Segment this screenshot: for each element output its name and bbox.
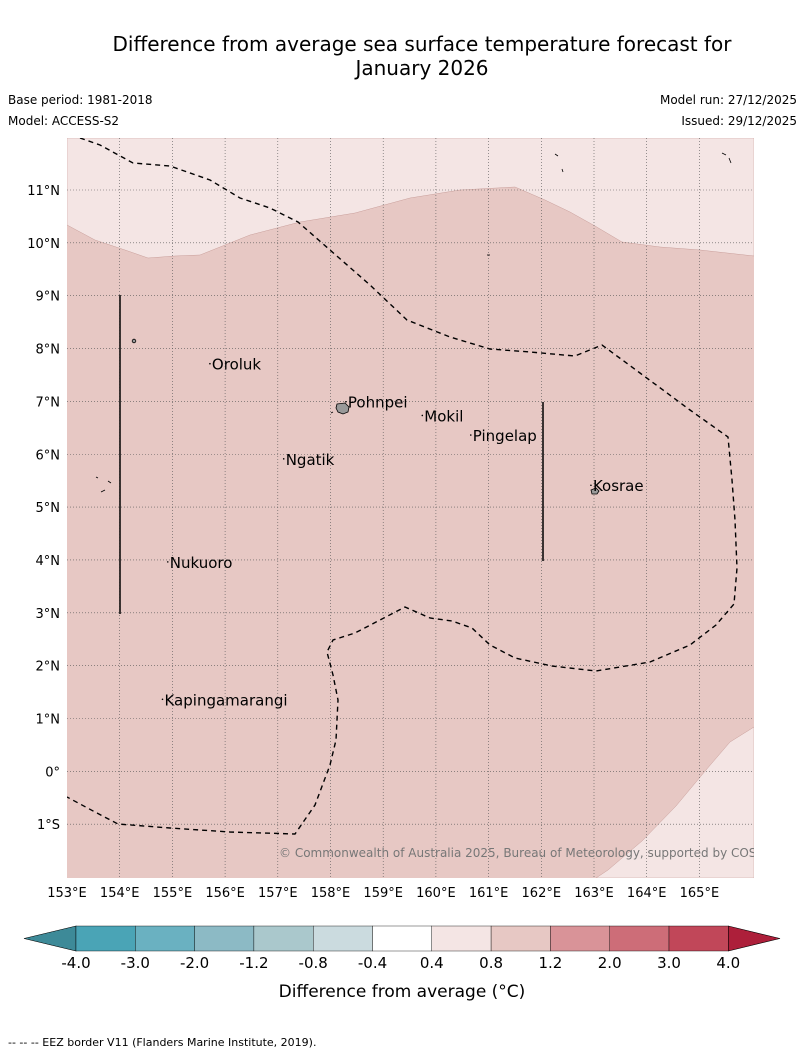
longitude-tick-label: 153°E bbox=[47, 886, 87, 901]
title-line-1: Difference from average sea surface temp… bbox=[112, 32, 732, 56]
islet bbox=[721, 152, 732, 164]
colorbar-segment bbox=[194, 925, 255, 952]
colorbar-tick-label: -3.0 bbox=[121, 954, 150, 972]
latitude-labels: 11°N 10°N 9°N 8°N 7°N 6°N 5°N 4°N 3°N 2°N 1°N 0° 1°S bbox=[27, 184, 60, 833]
islands bbox=[95, 152, 732, 495]
title-line-2: January 2026 bbox=[355, 56, 489, 80]
colorbar-segment bbox=[550, 925, 610, 952]
forecast-map: Oroluk Pohnpei Mokil Pingelap Ngatik Kosrae Nu… bbox=[23, 138, 784, 1002]
pohnpei-island bbox=[335, 402, 350, 415]
place-label: Mokil bbox=[424, 407, 463, 425]
anomaly-field-0.8-1.2 bbox=[67, 138, 754, 878]
place-label: Ngatik bbox=[286, 451, 335, 469]
colorbar-segment bbox=[75, 925, 136, 952]
place-marker bbox=[590, 484, 592, 487]
latitude-tick-label: 5°N bbox=[36, 501, 61, 516]
colorbar-tick-label: -0.4 bbox=[358, 954, 387, 972]
longitude-tick-label: 157°E bbox=[258, 886, 298, 901]
colorbar-tick-label: 0.4 bbox=[420, 954, 444, 972]
colorbar-tick-label: 3.0 bbox=[657, 954, 681, 972]
colorbar-arrow-low bbox=[23, 925, 77, 952]
place-marker bbox=[469, 434, 472, 436]
colorbar-segment bbox=[431, 925, 492, 952]
place-marker bbox=[166, 561, 169, 563]
colorbar-segment bbox=[609, 925, 670, 952]
longitude-tick-label: 154°E bbox=[100, 886, 140, 901]
latitude-tick-label: 9°N bbox=[36, 290, 61, 305]
colorbar-segment bbox=[313, 925, 373, 952]
colorbar-arrow-high bbox=[728, 925, 781, 952]
graticule bbox=[67, 138, 754, 878]
place-label: Oroluk bbox=[212, 356, 261, 374]
latitude-tick-label: 8°N bbox=[36, 343, 61, 358]
copyright-text: © Commonwealth of Australia 2025, Bureau… bbox=[279, 846, 784, 860]
latitude-tick-label: 2°N bbox=[36, 660, 61, 675]
latitude-tick-label: 11°N bbox=[27, 184, 60, 199]
place-marker bbox=[161, 698, 164, 701]
longitude-labels: 153°E 154°E 155°E 156°E 157°E 158°E 159°E 160°E… bbox=[47, 886, 719, 901]
longitude-tick-label: 162°E bbox=[522, 886, 562, 901]
islet bbox=[95, 476, 112, 493]
colorbar-label: Difference from average (°C) bbox=[279, 982, 526, 1002]
latitude-tick-label: 7°N bbox=[36, 395, 61, 410]
place-marker bbox=[345, 400, 347, 403]
place-labels: Oroluk Pohnpei Mokil Pingelap Ngatik Kosrae Nu… bbox=[161, 356, 644, 709]
colorbar-segment bbox=[668, 925, 729, 952]
anomaly-field-0.4-0.8-southeast bbox=[595, 726, 754, 878]
place-label: Kapingamarangi bbox=[164, 691, 287, 709]
latitude-tick-label: 6°N bbox=[36, 448, 61, 463]
place-marker bbox=[282, 458, 285, 460]
base-period: Base period: 1981-2018 bbox=[8, 93, 153, 107]
colorbar-tick-label: 0.8 bbox=[479, 954, 503, 972]
colorbar-tick-label: -0.8 bbox=[299, 954, 328, 972]
latitude-tick-label: 4°N bbox=[36, 554, 61, 569]
chart-title: Difference from average sea surface temp… bbox=[60, 32, 784, 80]
longitude-tick-label: 161°E bbox=[469, 886, 509, 901]
longitude-tick-label: 155°E bbox=[153, 886, 193, 901]
latitude-tick-label: 0° bbox=[45, 765, 60, 780]
latitude-tick-label: 1°S bbox=[37, 818, 60, 833]
longitude-tick-label: 163°E bbox=[574, 886, 614, 901]
longitude-tick-label: 156°E bbox=[205, 886, 245, 901]
colorbar-tick-label: 4.0 bbox=[716, 954, 740, 972]
longitude-tick-label: 164°E bbox=[627, 886, 667, 901]
latitude-tick-label: 3°N bbox=[36, 607, 61, 622]
colorbar: -4.0 -3.0 -2.0 -1.2 -0.8 -0.4 0.4 0.8 1.2 2.0 3.0 4… bbox=[23, 925, 781, 972]
kosrae-island bbox=[590, 487, 600, 495]
colorbar-segment bbox=[135, 925, 195, 952]
latitude-tick-label: 10°N bbox=[27, 237, 60, 252]
place-marker bbox=[209, 362, 211, 365]
place-label: Pohnpei bbox=[348, 394, 408, 412]
longitude-tick-label: 160°E bbox=[416, 886, 456, 901]
colorbar-tick-label: -4.0 bbox=[61, 954, 90, 972]
model-run: Model run: 27/12/2025 bbox=[659, 93, 797, 107]
colorbar-segment bbox=[490, 925, 551, 952]
colorbar-tick-label: -1.2 bbox=[239, 954, 268, 972]
longitude-tick-label: 165°E bbox=[680, 886, 720, 901]
latitude-tick-label: 1°N bbox=[36, 713, 61, 728]
anomaly-field-0.4-0.8-north bbox=[67, 138, 754, 259]
place-label: Nukuoro bbox=[170, 554, 233, 572]
islet bbox=[554, 153, 564, 173]
issued-date: Issued: 29/12/2025 bbox=[681, 114, 797, 128]
colorbar-tick-label: -2.0 bbox=[180, 954, 209, 972]
colorbar-tick-label: 2.0 bbox=[598, 954, 622, 972]
longitude-tick-label: 159°E bbox=[363, 886, 403, 901]
colorbar-segment bbox=[253, 925, 314, 952]
colorbar-tick-label: 1.2 bbox=[538, 954, 562, 972]
place-label: Kosrae bbox=[593, 477, 644, 495]
islet bbox=[131, 338, 137, 344]
place-label: Pingelap bbox=[473, 427, 537, 445]
footer-note: -- -- -- EEZ border V11 (Flanders Marine… bbox=[8, 1036, 317, 1049]
place-marker bbox=[421, 414, 424, 417]
colorbar-segment bbox=[372, 925, 432, 952]
longitude-tick-label: 158°E bbox=[311, 886, 351, 901]
model-name: Model: ACCESS-S2 bbox=[8, 114, 120, 128]
islet bbox=[330, 411, 334, 414]
